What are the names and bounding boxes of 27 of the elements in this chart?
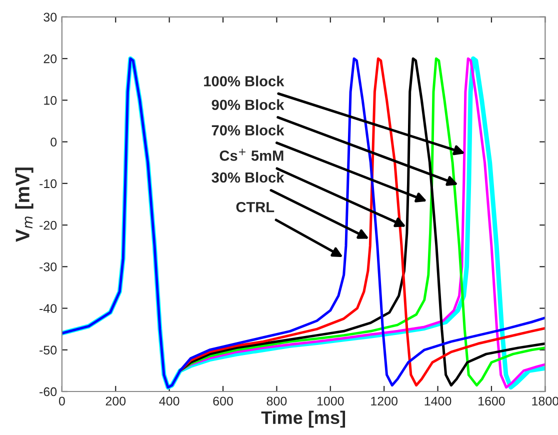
x-tick-label: 1400 [424,396,452,406]
annotation: Cs$^{+}$ 5mM [220,148,284,161]
x-tick-label: 1000 [317,396,344,406]
x-tick-label: 200 [106,396,126,406]
x-tick-label: 600 [213,396,233,406]
annotation: 30% Block [212,172,284,183]
y-tick-label: -40 [40,304,57,313]
y-tick-label: 20 [44,54,57,64]
x-tick-label: 800 [266,396,287,406]
y-tick-label: 10 [44,96,57,105]
y-tick-label: -50 [40,346,57,355]
annotation: CTRL [236,202,274,212]
y-tick-label: -30 [40,262,57,272]
annotation: 70% Block [212,124,284,136]
y-tick-label: 0 [50,138,57,146]
y-tick-label: -20 [40,220,57,230]
y-axis-title: V$_{m}$ [mV] [15,168,34,242]
annotation: 90% Block [212,99,284,110]
y-tick-label: 30 [44,12,57,22]
x-tick-label: 1200 [371,396,398,406]
y-tick-label: -60 [40,387,57,396]
y-tick-label: -10 [40,179,57,188]
x-tick-label: 400 [159,396,180,406]
annotation: 100% Block [204,76,284,86]
x-tick-label: 0 [58,396,65,406]
x-tick-label: 1600 [478,396,505,406]
x-axis-title: Time [ms] [261,410,346,428]
